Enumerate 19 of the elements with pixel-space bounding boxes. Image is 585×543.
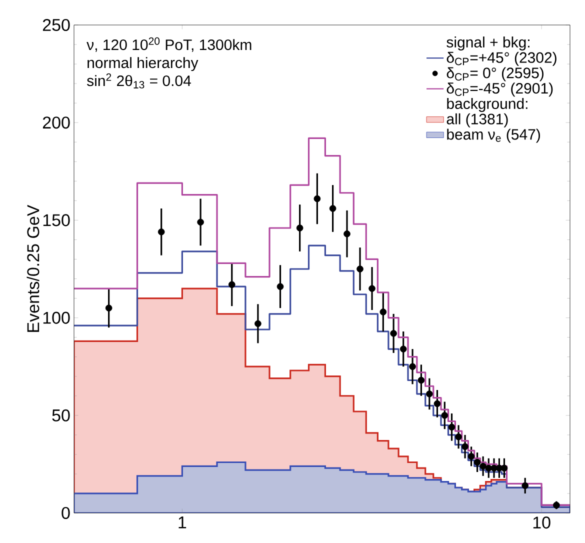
y-tick-label: 200 [42,116,70,129]
y-tick-label: 100 [43,312,70,324]
legend-label: δ$_{CP}$=+45° (2302) [446,52,556,66]
y-axis-title: Events/0.25 GeV [26,204,40,332]
y-tick-label: 0 [62,506,70,520]
x-tick-label: 1 [178,516,186,528]
annotation: ν, 120 10$^{20}$ PoT, 1300km [86,37,252,52]
legend-title: signal + bkg: [446,36,530,50]
legend-label: all (1381) [446,113,508,128]
y-tick-label: 50 [52,409,70,422]
y-tick-label: 150 [43,214,70,226]
y-tick-label: 250 [42,18,70,32]
legend-label: beam ν$_{e}$ (547) [447,128,540,143]
annotation: sin$^{2}$ 2θ$_{13}$ = 0.04 [87,73,191,88]
annotation: background: [447,98,528,112]
legend-label: δ$_{CP}$=-45° (2901) [446,82,553,97]
x-tick-label: 10 [533,516,550,529]
annotation: normal hierarchy [88,57,198,72]
legend-label: δ$_{CP}$= 0° (2595) [446,67,544,82]
